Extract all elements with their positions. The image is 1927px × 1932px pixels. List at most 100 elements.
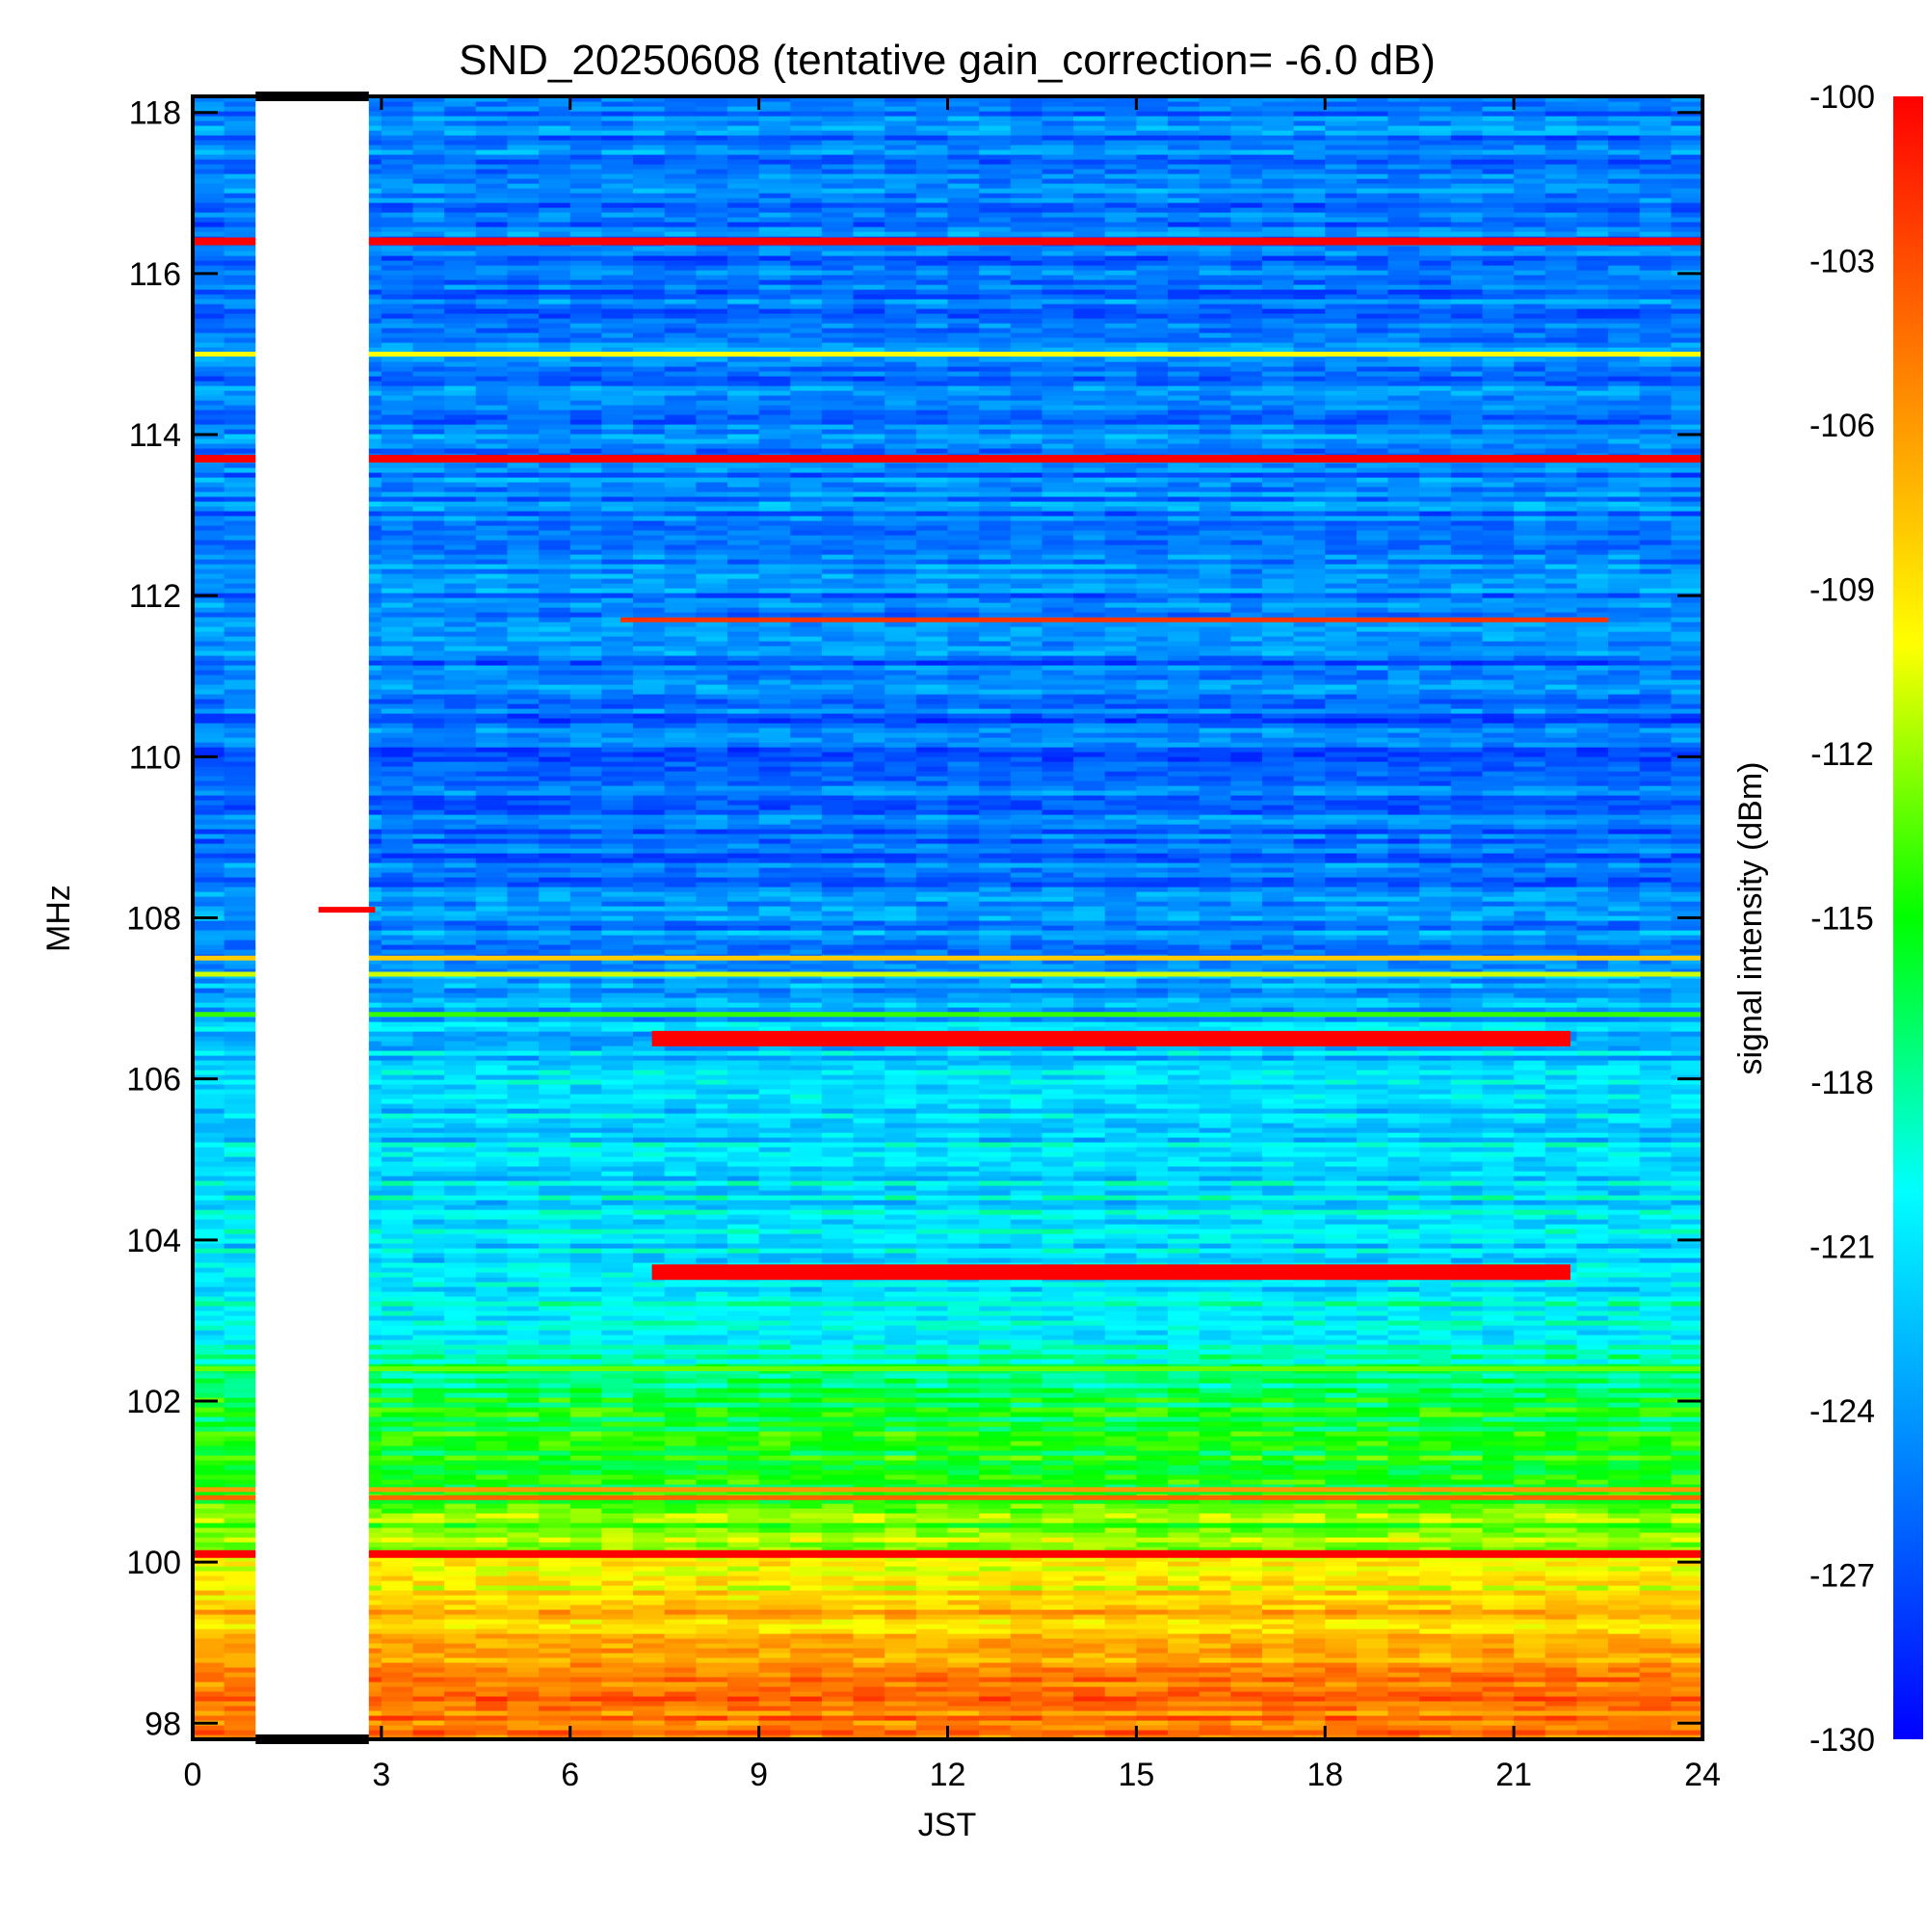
heatmap-cell	[1356, 1402, 1389, 1408]
heatmap-cell	[1544, 1590, 1578, 1596]
heatmap-cell	[1419, 1532, 1452, 1538]
heatmap-cell	[507, 1383, 540, 1389]
heatmap-cell	[1293, 1436, 1326, 1442]
heatmap-cell	[1073, 1460, 1106, 1466]
heatmap-cell	[1639, 1571, 1672, 1576]
heatmap-cell	[381, 1325, 414, 1331]
heatmap-cell	[664, 1710, 697, 1716]
heatmap-cell	[947, 1286, 980, 1292]
heatmap-cell	[381, 1498, 414, 1504]
heatmap-cell	[633, 1441, 666, 1446]
heatmap-cell	[1293, 1335, 1326, 1340]
heatmap-cell	[444, 1585, 477, 1591]
heatmap-cell	[1356, 1696, 1389, 1702]
heatmap-cell	[915, 1715, 949, 1721]
heatmap-cell	[475, 1431, 509, 1437]
heatmap-cell	[569, 1566, 602, 1572]
heatmap-cell	[1073, 1426, 1106, 1432]
heatmap-cell	[884, 1628, 917, 1634]
heatmap-cell	[381, 1253, 414, 1258]
heatmap-cell	[1639, 1349, 1672, 1355]
heatmap-cell	[664, 1373, 697, 1379]
heatmap-cell	[1293, 1416, 1326, 1422]
heatmap-cell	[1104, 1291, 1137, 1297]
heatmap-cell	[444, 1590, 477, 1596]
heatmap-cell	[1356, 1296, 1389, 1302]
heatmap-cell	[915, 1344, 949, 1350]
heatmap-cell	[1230, 1392, 1263, 1398]
heatmap-cell	[633, 1416, 666, 1422]
heatmap-cell	[726, 1291, 760, 1297]
heatmap-cell	[1387, 1310, 1420, 1316]
heatmap-cell	[1419, 1518, 1452, 1523]
heatmap-cell	[224, 1421, 256, 1427]
heatmap-cell	[1671, 1262, 1703, 1268]
heatmap-cell	[1387, 1720, 1420, 1726]
heatmap-cell	[853, 1561, 885, 1567]
heatmap-cell	[1419, 1296, 1452, 1302]
heatmap-cell	[539, 1262, 571, 1268]
heatmap-cell	[1136, 1691, 1169, 1697]
heatmap-cell	[1261, 1619, 1295, 1625]
heatmap-cell	[758, 1686, 791, 1692]
heatmap-cell	[979, 1474, 1012, 1480]
heatmap-cell	[1010, 1662, 1043, 1668]
heatmap-cell	[1544, 1344, 1578, 1350]
heatmap-cell	[758, 1691, 791, 1697]
heatmap-cell	[1042, 1325, 1074, 1331]
heatmap-cell	[1450, 1566, 1484, 1572]
heatmap-cell	[1482, 1407, 1515, 1413]
heatmap-cell	[1261, 1383, 1295, 1389]
heatmap-cell	[1482, 1600, 1515, 1605]
heatmap-cell	[507, 1282, 540, 1287]
heatmap-cell	[1387, 1455, 1420, 1461]
heatmap-cell	[1608, 1653, 1641, 1658]
heatmap-cell	[1261, 1397, 1295, 1403]
heatmap-cell	[979, 1354, 1012, 1360]
heatmap-cell	[884, 1537, 917, 1543]
heatmap-cell	[915, 1484, 949, 1490]
heatmap-cell	[1450, 1609, 1484, 1615]
heatmap-cell	[444, 1349, 477, 1355]
heatmap-cell	[1544, 1532, 1578, 1538]
heatmap-cell	[1293, 1595, 1326, 1601]
heatmap-cell	[696, 1359, 728, 1364]
heatmap-cell	[1514, 1734, 1546, 1739]
heatmap-cell	[1514, 1469, 1546, 1475]
heatmap-cell	[1639, 1715, 1672, 1721]
heatmap-cell	[1356, 1681, 1389, 1687]
heatmap-cell	[412, 1354, 445, 1360]
heatmap-cell	[412, 1330, 445, 1336]
heatmap-cell	[539, 1701, 571, 1707]
heatmap-cell	[979, 1320, 1012, 1326]
heatmap-cell	[1325, 1286, 1358, 1292]
heatmap-cell	[1230, 1595, 1263, 1601]
heatmap-cell	[1356, 1445, 1389, 1451]
heatmap-cell	[1387, 1643, 1420, 1649]
heatmap-cell	[1671, 1571, 1703, 1576]
heatmap-cell	[569, 1585, 602, 1591]
heatmap-cell	[224, 1575, 256, 1581]
heatmap-cell	[696, 1527, 728, 1533]
heatmap-cell	[224, 1561, 256, 1567]
heatmap-cell	[1104, 1715, 1137, 1721]
heatmap-cell	[1387, 1518, 1420, 1523]
heatmap-cell	[790, 1503, 823, 1509]
heatmap-cell	[601, 1253, 634, 1258]
heatmap-cell	[1482, 1335, 1515, 1340]
heatmap-cell	[1482, 1441, 1515, 1446]
heatmap-cell	[193, 1474, 225, 1480]
heatmap-cell	[633, 1257, 666, 1263]
heatmap-cell	[1671, 1325, 1703, 1331]
heatmap-cell	[979, 1527, 1012, 1533]
heatmap-cell	[1419, 1730, 1452, 1735]
heatmap-cell	[1356, 1291, 1389, 1297]
heatmap-cell	[1010, 1359, 1043, 1364]
heatmap-cell	[1671, 1662, 1703, 1668]
heatmap-cell	[696, 1320, 728, 1326]
heatmap-cell	[1136, 1556, 1169, 1562]
heatmap-cell	[475, 1595, 509, 1601]
heatmap-cell	[444, 1243, 477, 1249]
heatmap-cell	[412, 1566, 445, 1572]
heatmap-cell	[444, 1272, 477, 1278]
